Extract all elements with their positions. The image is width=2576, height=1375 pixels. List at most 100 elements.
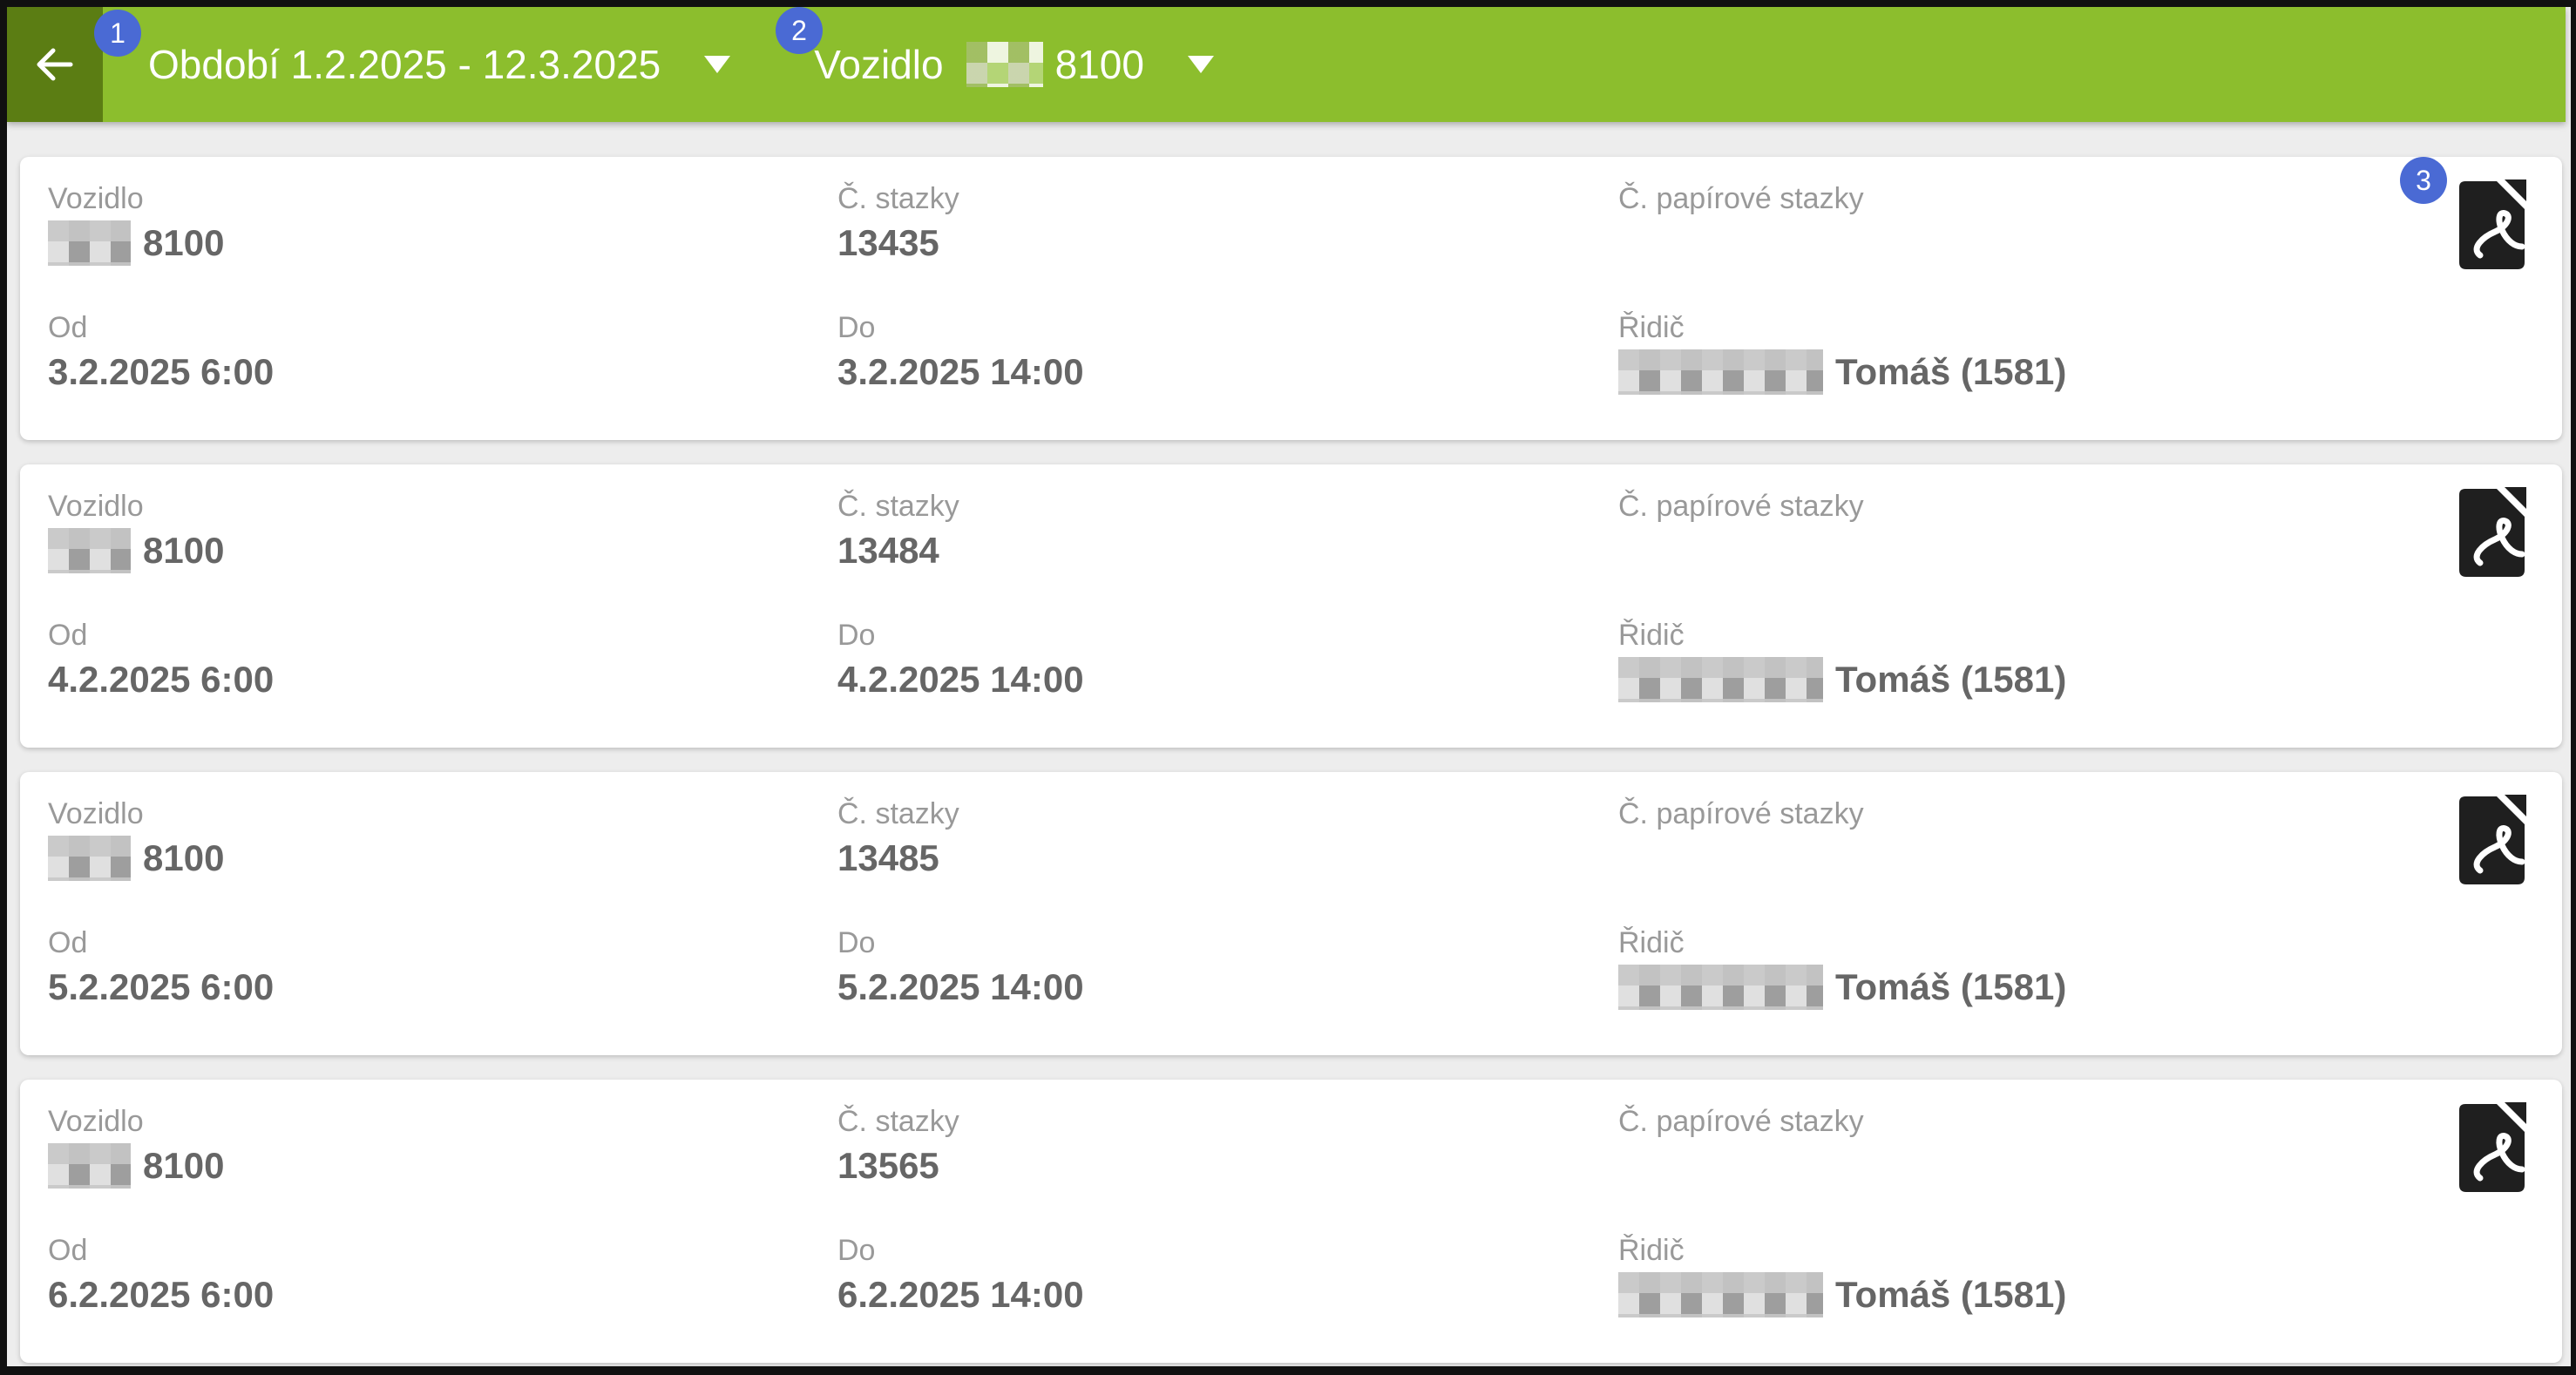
card-row-bottom: Od 4.2.2025 6:00 Do 4.2.2025 14:00 Řidič… [48,616,2440,705]
pdf-export-button[interactable] [2449,484,2529,581]
trip-no-field-label: Č. stazky [837,1105,959,1138]
trip-no-field-label: Č. stazky [837,182,959,215]
trip-card[interactable]: Vozidlo 8100 Č. stazky 13484 Č. papírové… [20,464,2562,748]
driver-field-value: Tomáš (1581) [1618,654,2440,705]
vehicle-label: Vozidlo [814,42,944,87]
vehicle-field-label: Vozidlo [48,1105,144,1138]
vehicle-number: 8100 [143,837,225,878]
redacted-driver-surname [1618,657,1823,702]
field-from: Od 4.2.2025 6:00 [48,616,837,705]
field-trip-no: Č. stazky 13435 [837,179,1618,268]
trip-no-field-value: 13485 [837,837,939,878]
driver-name: Tomáš (1581) [1835,1274,2067,1315]
field-paper-trip-no: Č. papírové stazky [1618,1102,2440,1191]
vehicle-field-value: 8100 [48,525,837,576]
field-trip-no: Č. stazky 13565 [837,1102,1618,1191]
redacted-driver-surname [1618,1272,1823,1317]
app-screen: Období 1.2.2025 - 12.3.2025 Vozidlo 8100… [7,7,2571,1366]
field-to: Do 4.2.2025 14:00 [837,616,1618,705]
field-trip-no: Č. stazky 13484 [837,487,1618,576]
vehicle-field-label: Vozidlo [48,182,144,215]
trip-card[interactable]: Vozidlo 8100 Č. stazky 13485 Č. papírové… [20,772,2562,1055]
period-dropdown[interactable]: Období 1.2.2025 - 12.3.2025 [148,41,731,88]
redacted-plate-prefix [48,1143,131,1189]
card-row-top: Vozidlo 8100 Č. stazky 13485 Č. papírové… [48,795,2440,884]
redacted-driver-surname [1618,349,1823,395]
pdf-icon [2459,795,2526,884]
vehicle-field-label: Vozidlo [48,797,144,830]
trip-card[interactable]: Vozidlo 8100 Č. stazky 13435 Č. papírové… [20,157,2562,440]
caret-down-icon [704,56,731,73]
card-row-top: Vozidlo 8100 Č. stazky 13484 Č. papírové… [48,487,2440,576]
to-field-value: 5.2.2025 14:00 [837,966,1084,1007]
app-bar: Období 1.2.2025 - 12.3.2025 Vozidlo 8100 [7,7,2566,122]
field-trip-no: Č. stazky 13485 [837,795,1618,884]
card-row-top: Vozidlo 8100 Č. stazky 13565 Č. papírové… [48,1102,2440,1191]
driver-field-label: Řidič [1618,1234,1685,1267]
from-field-label: Od [48,619,88,652]
vehicle-dropdown[interactable]: Vozidlo 8100 [814,41,1214,88]
to-field-label: Do [837,1234,876,1267]
to-field-value: 4.2.2025 14:00 [837,659,1084,700]
pdf-export-button[interactable] [2449,791,2529,889]
from-field-value: 3.2.2025 6:00 [48,351,275,392]
from-field-value: 4.2.2025 6:00 [48,659,275,700]
field-driver: Řidič Tomáš (1581) [1618,1231,2440,1320]
field-to: Do 6.2.2025 14:00 [837,1231,1618,1320]
from-field-label: Od [48,311,88,344]
vehicle-field-value: 8100 [48,218,837,268]
pdf-export-button[interactable] [2449,176,2529,274]
field-vehicle: Vozidlo 8100 [48,1102,837,1191]
card-row-bottom: Od 3.2.2025 6:00 Do 3.2.2025 14:00 Řidič… [48,308,2440,397]
field-from: Od 5.2.2025 6:00 [48,924,837,1013]
redacted-plate-prefix [48,836,131,881]
redacted-plate-prefix [48,220,131,266]
paper-trip-no-field-label: Č. papírové stazky [1618,490,1864,523]
paper-trip-no-field-label: Č. papírové stazky [1618,1105,1864,1138]
field-vehicle: Vozidlo 8100 [48,795,837,884]
trip-no-field-value: 13565 [837,1145,939,1186]
driver-field-value: Tomáš (1581) [1618,1270,2440,1320]
to-field-label: Do [837,619,876,652]
card-row-top: Vozidlo 8100 Č. stazky 13435 Č. papírové… [48,179,2440,268]
driver-field-label: Řidič [1618,926,1685,959]
pdf-icon [2459,487,2526,577]
trip-no-field-label: Č. stazky [837,797,959,830]
from-field-value: 6.2.2025 6:00 [48,1274,275,1315]
field-driver: Řidič Tomáš (1581) [1618,308,2440,397]
field-to: Do 5.2.2025 14:00 [837,924,1618,1013]
paper-trip-no-field-label: Č. papírové stazky [1618,182,1864,215]
driver-field-label: Řidič [1618,311,1685,344]
field-from: Od 6.2.2025 6:00 [48,1231,837,1320]
field-vehicle: Vozidlo 8100 [48,487,837,576]
from-field-value: 5.2.2025 6:00 [48,966,275,1007]
card-row-bottom: Od 5.2.2025 6:00 Do 5.2.2025 14:00 Řidič… [48,924,2440,1013]
vehicle-value: 8100 [1054,42,1144,87]
paper-trip-no-field-label: Č. papírové stazky [1618,797,1864,830]
trip-list: Vozidlo 8100 Č. stazky 13435 Č. papírové… [7,122,2571,1363]
back-button[interactable] [7,7,103,122]
field-paper-trip-no: Č. papírové stazky [1618,179,2440,268]
from-field-label: Od [48,1234,88,1267]
driver-field-label: Řidič [1618,619,1685,652]
field-paper-trip-no: Č. papírové stazky [1618,487,2440,576]
trip-no-field-label: Č. stazky [837,490,959,523]
field-paper-trip-no: Č. papírové stazky [1618,795,2440,884]
driver-field-value: Tomáš (1581) [1618,962,2440,1013]
trip-no-field-value: 13435 [837,222,939,263]
redacted-plate-prefix [48,528,131,573]
trip-card[interactable]: Vozidlo 8100 Č. stazky 13565 Č. papírové… [20,1080,2562,1363]
vehicle-field-value: 8100 [48,1141,837,1191]
caret-down-icon [1187,56,1214,73]
field-vehicle: Vozidlo 8100 [48,179,837,268]
driver-name: Tomáš (1581) [1835,966,2067,1007]
field-from: Od 3.2.2025 6:00 [48,308,837,397]
pdf-export-button[interactable] [2449,1099,2529,1196]
pdf-icon [2459,179,2526,269]
field-to: Do 3.2.2025 14:00 [837,308,1618,397]
driver-name: Tomáš (1581) [1835,659,2067,700]
to-field-label: Do [837,311,876,344]
vehicle-number: 8100 [143,222,225,263]
card-row-bottom: Od 6.2.2025 6:00 Do 6.2.2025 14:00 Řidič… [48,1231,2440,1320]
field-driver: Řidič Tomáš (1581) [1618,924,2440,1013]
